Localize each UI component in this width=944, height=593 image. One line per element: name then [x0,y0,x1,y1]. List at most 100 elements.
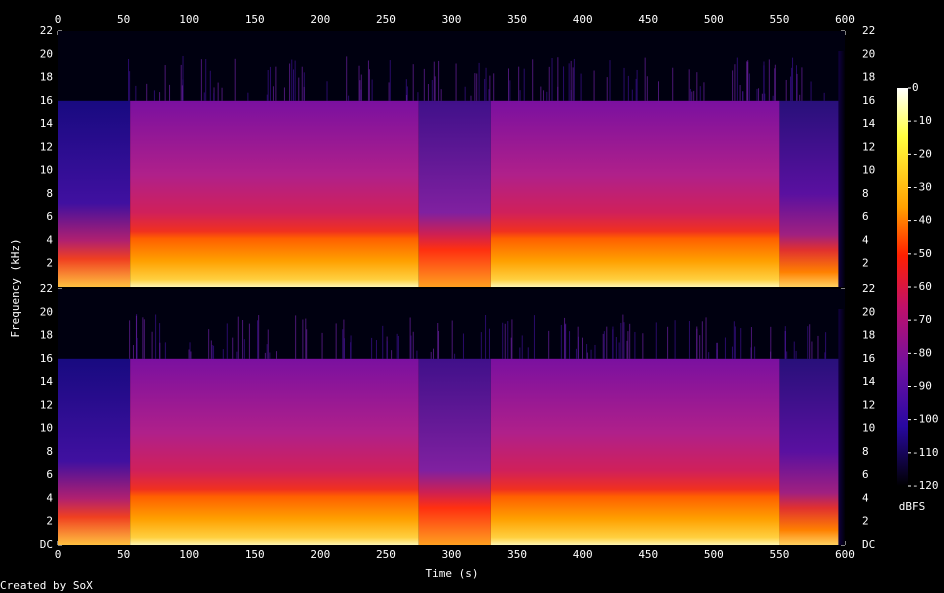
spectrum-speck [622,314,624,359]
spectrum-speck [343,338,345,359]
spectrum-speck [502,322,504,359]
spectrum-speck [532,59,534,101]
spectrum-speck [732,70,734,101]
x-tick-label-top: 600 [835,13,855,26]
y-tick-label-right: 6 [862,210,869,223]
y-tick-label-left: 16 [40,352,53,365]
x-tick-label-top: 200 [310,13,330,26]
spectrum-speck [548,330,550,359]
y-tick-label-right: 12 [862,140,875,153]
spectrum-speck [242,320,244,359]
spectrum-speck [476,73,478,101]
y-tick-label-left: 18 [40,329,53,342]
spectrum-speck [433,61,435,101]
spectrum-speck [389,60,391,101]
spectrum-speck [523,68,525,101]
spectrum-speck [691,91,693,101]
spectrum-speck [504,323,506,359]
spectrum-speck [551,57,553,101]
spectrum-speck [620,322,622,359]
spectrum-speck [746,61,748,101]
spectrum-speck [182,55,184,101]
spectrum-speck [581,337,583,359]
spectrum-speck [484,78,486,101]
spectrum-speck [454,353,456,359]
spectrum-speck [734,64,736,101]
spectrum-speck [258,315,260,359]
spectrum-tail [838,51,845,287]
y-tick-label-left: 2 [46,515,53,528]
spectrum-speck [606,326,608,359]
spectrum-speck [792,57,794,101]
spectrum-speck [644,57,646,101]
spectrum-speck [560,324,562,359]
spectrum-speck [427,84,429,101]
spectrum-speck [181,85,183,101]
x-tick-label-bottom: 0 [55,548,62,561]
spectrum-speck [210,340,212,359]
spectrum-speck [142,317,144,359]
colorbar-tick-label: -70 [912,313,932,326]
spectrum-speck [211,344,213,359]
spectrum-speck [434,76,436,101]
colorbar-tick-label: -60 [912,280,932,293]
spectrum-speck [129,320,131,359]
y-tick-label-right: 14 [862,375,876,388]
spectrum-speck [540,86,542,101]
spectrum-speck [146,83,148,101]
y-tick-label-right: 20 [862,47,875,60]
spectrum-speck [603,331,605,359]
spectrum-speck [190,351,192,359]
spectrum-speck [474,73,476,101]
spectrum-speck [747,62,749,101]
y-tick-label-left: 12 [40,140,53,153]
spectrum-speck [739,84,741,101]
spectrum-speck [573,58,575,101]
spectrum-speck [128,58,130,101]
y-tick-label-left: 16 [40,94,53,107]
spectrum-speck [237,316,239,359]
spectrum-speck [557,57,559,101]
spectrum-speck [266,94,268,101]
spectrum-speck [451,320,453,359]
x-tick-label-bottom: 550 [769,548,789,561]
colorbar [897,88,908,486]
y-tick-label-left: 14 [40,375,54,388]
spectrum-speck [543,90,545,101]
spectrum-speck [164,342,166,359]
spectrum-speck [546,91,548,101]
spectrum-speck [209,70,211,101]
spectrum-region [779,358,839,545]
spectrum-speck [688,321,690,359]
spectrum-speck [658,81,660,101]
colorbar-tick-label: -90 [912,380,932,393]
spectrum-speck [764,93,766,101]
spectrum-speck [772,95,774,101]
spectrum-speck [825,332,827,359]
y-tick-label-left: DC [40,538,53,551]
x-tick-label-top: 350 [507,13,527,26]
spectrum-speck [784,326,786,359]
spectrum-speck [412,331,414,359]
spectrum-speck [264,352,266,359]
spectrum-speck [763,61,765,101]
colorbar-tick-label: -10 [912,114,932,127]
spectrum-speck [594,344,596,359]
spectrum-speck [606,77,608,101]
spectrum-region [418,358,491,545]
spectrum-speck [636,69,638,101]
spectrum-speck [303,72,305,101]
spectrum-speck [438,60,440,101]
spectrum-speck [397,335,399,359]
spectrum-speck [580,73,582,101]
spectrum-speck [213,93,215,101]
spectrum-region [58,358,131,545]
spectrum-speck [247,92,249,101]
spectrum-speck [810,81,812,101]
spectrum-speck [758,88,760,101]
spectrum-speck [205,59,207,101]
spectrum-speck [693,90,695,101]
spectrum-speck [485,314,487,359]
spectrum-speck [618,342,620,359]
spectrum-speck [371,79,373,101]
